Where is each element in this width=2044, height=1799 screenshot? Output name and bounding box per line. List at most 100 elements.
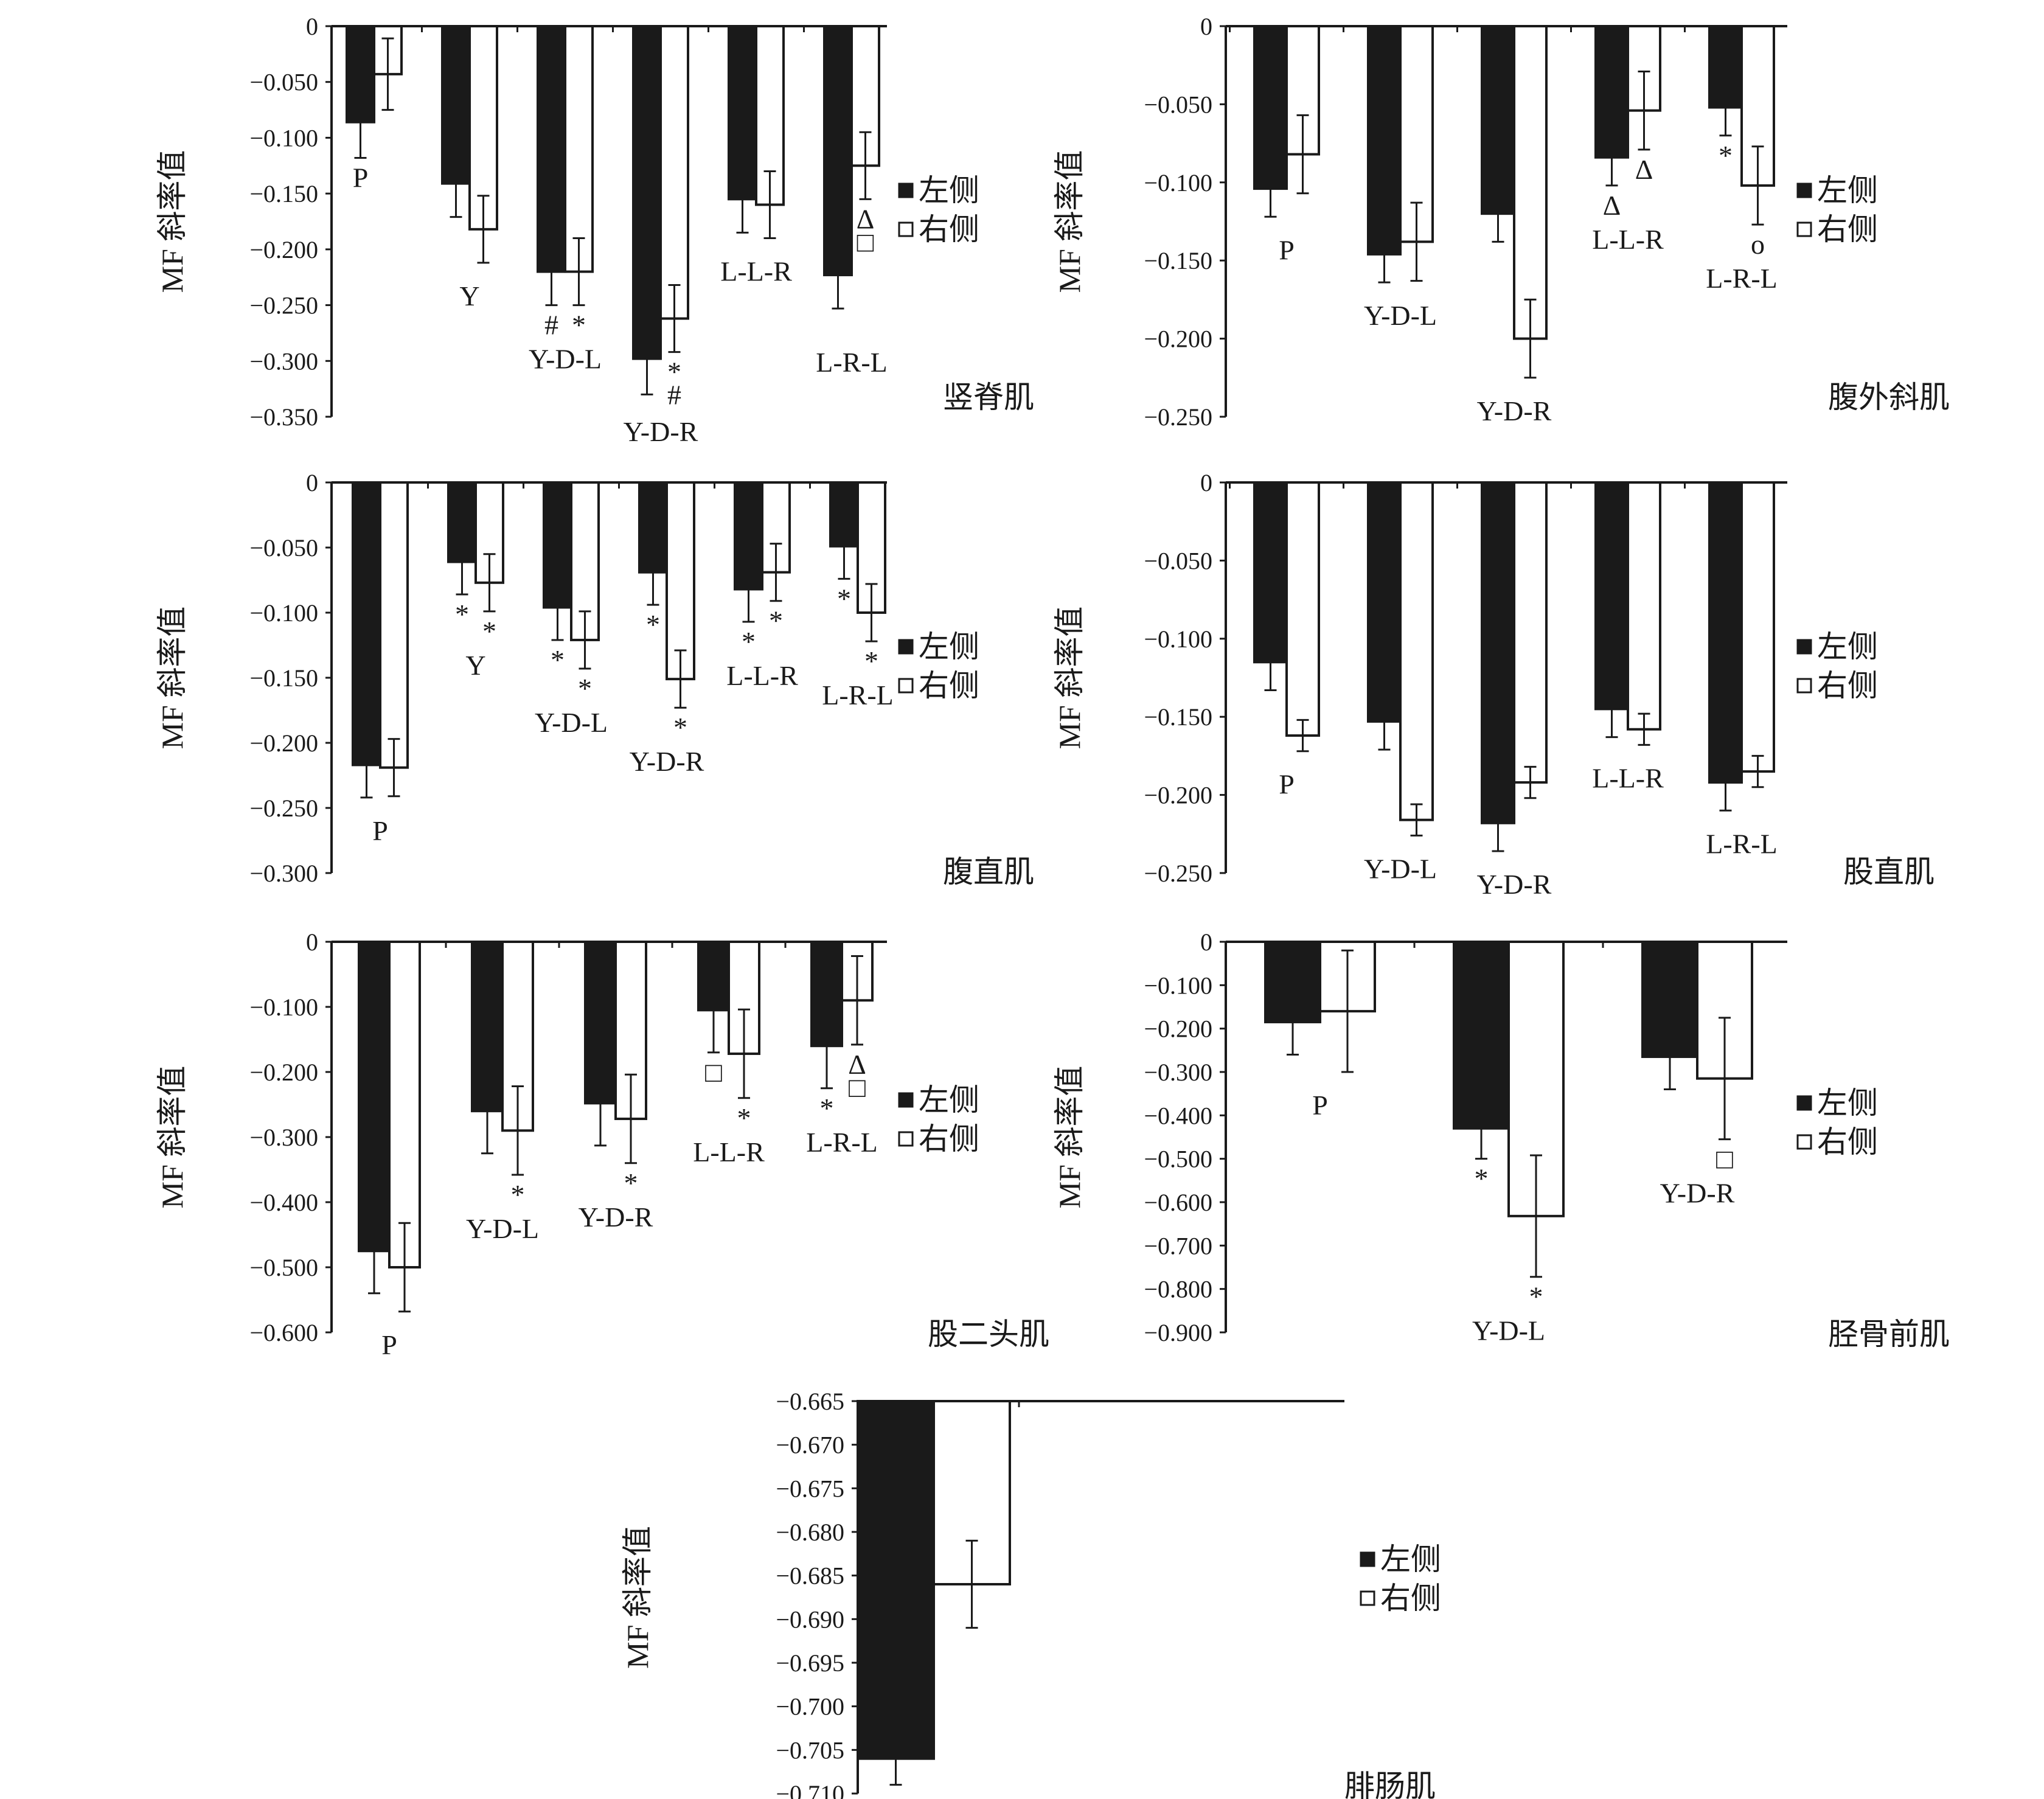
p3-y-tick-label: −0.100 — [249, 599, 318, 627]
p3-significance-mark: * — [578, 673, 592, 704]
p3-panel-title: 腹直肌 — [943, 855, 1034, 889]
p1-y-tick-label: −0.350 — [249, 403, 318, 431]
p3-bar-right-p — [379, 481, 409, 769]
p2-category-label: Y-D-R — [1477, 395, 1552, 426]
p3-legend-label-left: 左侧 — [919, 630, 979, 664]
p5-significance-mark: □ — [849, 1072, 866, 1103]
p7-legend-swatch-right — [1360, 1590, 1375, 1606]
p1-legend-swatch-left — [898, 183, 914, 198]
p3-significance-mark: * — [837, 583, 851, 614]
p3-significance-mark: * — [482, 616, 496, 647]
p4-bar-right-p — [1285, 481, 1320, 737]
p4-bar-right-l-l-r — [1627, 481, 1661, 731]
p4-y-tick-label: −0.100 — [1144, 625, 1212, 653]
p6-bar-right-y-d-l — [1507, 941, 1565, 1217]
p4-category-label: L-R-L — [1706, 828, 1778, 859]
p3-bar-left-p — [352, 481, 381, 767]
p2-y-tick-label: 0 — [1200, 13, 1212, 40]
p2-category-label: L-L-R — [1592, 224, 1664, 255]
p2-y-tick-label: −0.050 — [1144, 91, 1212, 118]
p6-category-label: Y-D-R — [1660, 1178, 1735, 1209]
p1-y-tick-label: 0 — [306, 13, 318, 40]
p7-category-label: P — [926, 1793, 942, 1799]
p4-legend-label-right: 右侧 — [1817, 669, 1878, 703]
p2-y-axis-label: MF 斜率值 — [1052, 150, 1086, 293]
p6-significance-mark: * — [1475, 1163, 1489, 1194]
p1-y-tick-label: −0.200 — [249, 236, 318, 263]
p3-significance-mark: * — [551, 644, 565, 675]
p7-y-tick-label: −0.675 — [776, 1475, 844, 1502]
p1-legend-swatch-right — [898, 221, 914, 237]
p2-legend-swatch-left — [1796, 183, 1812, 198]
p7-panel-title: 腓肠肌 — [1344, 1769, 1436, 1799]
p5-bar-left-p — [358, 941, 391, 1253]
p5-category-label: Y-D-L — [466, 1213, 539, 1244]
p4-legend-swatch-right — [1796, 678, 1812, 694]
p6-legend-label-right: 右侧 — [1817, 1125, 1878, 1159]
p3-significance-mark: * — [769, 605, 783, 636]
p3-significance-mark: * — [742, 626, 756, 657]
p5-panel-title: 股二头肌 — [928, 1317, 1049, 1351]
p5-significance-mark: * — [820, 1093, 834, 1124]
p2-significance-mark: Δ — [1603, 190, 1621, 221]
p2-y-tick-label: −0.250 — [1144, 403, 1212, 431]
p3-category-label: P — [372, 815, 388, 846]
p3-y-tick-label: −0.250 — [249, 795, 318, 822]
p6-panel-title: 胫骨前肌 — [1828, 1317, 1950, 1351]
p5-bar-right-p — [388, 941, 421, 1268]
p7-legend-label-left: 左侧 — [1380, 1542, 1441, 1576]
p3-category-label: Y-D-R — [630, 746, 704, 777]
p7-y-tick-label: −0.700 — [776, 1693, 844, 1721]
p6-legend-swatch-left — [1796, 1095, 1812, 1111]
p3-bar-right-y-d-r — [666, 481, 695, 681]
p4-legend-swatch-left — [1796, 639, 1812, 655]
p1-y-tick-label: −0.300 — [249, 347, 318, 375]
p1-category-label: Y-D-L — [529, 344, 602, 375]
p1-y-tick-label: −0.150 — [249, 180, 318, 207]
p3-legend-swatch-right — [898, 678, 914, 694]
p5-category-label: Y-D-R — [579, 1202, 653, 1233]
p1-category-label: L-R-L — [816, 347, 888, 378]
p2-y-tick-label: −0.200 — [1144, 325, 1212, 353]
p6-y-tick-label: −0.400 — [1144, 1102, 1212, 1129]
p7-y-tick-label: −0.685 — [776, 1562, 844, 1590]
p5-legend-swatch-left — [898, 1092, 914, 1108]
p2-y-tick-label: −0.150 — [1144, 247, 1212, 274]
p5-y-tick-label: −0.600 — [249, 1319, 318, 1346]
p4-category-label: Y-D-L — [1364, 853, 1437, 884]
p1-bar-left-y-d-r — [632, 25, 662, 360]
p3-significance-mark: * — [455, 599, 469, 630]
p5-significance-mark: * — [511, 1179, 525, 1210]
p3-y-tick-label: 0 — [306, 469, 318, 496]
p4-y-axis-label: MF 斜率值 — [1052, 607, 1086, 750]
p3-category-label: Y-D-L — [535, 707, 608, 738]
p1-significance-mark: # — [544, 310, 558, 341]
p1-bar-left-l-r-l — [823, 25, 853, 277]
p3-y-tick-label: −0.300 — [249, 860, 318, 887]
p6-y-tick-label: −0.500 — [1144, 1146, 1212, 1173]
p1-bar-left-y-d-l — [537, 25, 566, 273]
p1-significance-mark: P — [353, 162, 369, 193]
p2-category-label: L-R-L — [1706, 263, 1778, 294]
p4-y-tick-label: −0.150 — [1144, 703, 1212, 731]
p4-bar-right-y-d-l — [1399, 481, 1434, 821]
p3-legend-swatch-left — [898, 639, 914, 655]
p2-bar-right-y-d-r — [1513, 25, 1548, 340]
p6-y-tick-label: −0.200 — [1144, 1015, 1212, 1043]
p3-significance-mark: * — [864, 645, 878, 677]
p3-legend-label-right: 右侧 — [919, 669, 979, 703]
p5-y-tick-label: −0.100 — [249, 993, 318, 1021]
p5-significance-mark: □ — [705, 1057, 722, 1088]
p4-legend-label-left: 左侧 — [1817, 630, 1878, 664]
p6-category-label: P — [1312, 1090, 1328, 1121]
p7-legend-swatch-left — [1360, 1551, 1375, 1567]
p2-bar-left-y-d-l — [1367, 25, 1402, 256]
p5-y-tick-label: 0 — [306, 928, 318, 956]
p1-legend-label-left: 左侧 — [919, 173, 979, 207]
p2-significance-mark: o — [1751, 229, 1765, 260]
p4-bar-right-y-d-r — [1513, 481, 1548, 784]
p1-y-tick-label: −0.050 — [249, 69, 318, 96]
p4-bar-left-l-r-l — [1708, 481, 1743, 784]
p2-legend-label-left: 左侧 — [1817, 173, 1878, 207]
